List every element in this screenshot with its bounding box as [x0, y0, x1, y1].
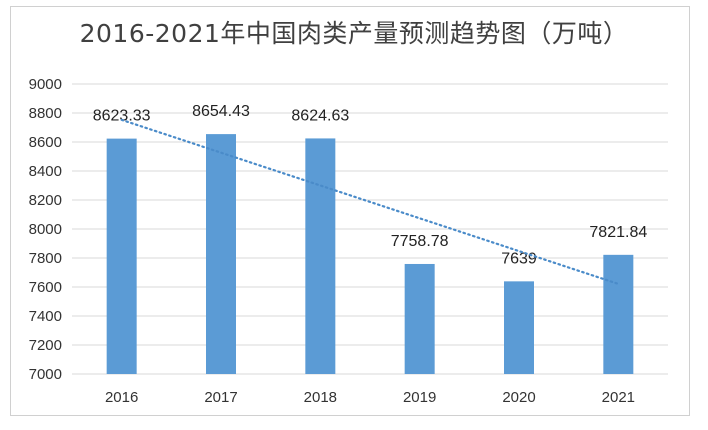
bar — [603, 254, 634, 374]
y-tick-label: 7000 — [29, 366, 62, 383]
x-tick-label: 2018 — [304, 389, 337, 406]
bar — [206, 134, 236, 374]
data-label: 8623.33 — [93, 108, 151, 125]
data-label: 7821.84 — [589, 224, 647, 241]
y-tick-label: 8600 — [29, 134, 62, 151]
y-tick-label: 7600 — [29, 279, 62, 296]
trendline — [120, 118, 620, 286]
x-tick-label: 2021 — [602, 389, 635, 406]
y-tick-label: 7400 — [29, 308, 62, 325]
y-tick-label: 8000 — [29, 221, 62, 238]
bar — [106, 138, 137, 374]
bar — [504, 281, 534, 374]
x-tick-label: 2020 — [502, 389, 535, 406]
bar — [404, 263, 435, 374]
x-tick-label: 2016 — [105, 389, 138, 406]
chart-title: 2016-2021年中国肉类产量预测趋势图（万吨） — [79, 19, 629, 48]
data-label: 7639 — [501, 250, 537, 267]
y-tick-label: 8400 — [29, 163, 62, 180]
bar — [305, 138, 336, 374]
y-tick-label: 7200 — [29, 337, 62, 354]
y-tick-label: 8800 — [29, 105, 62, 122]
x-tick-label: 2017 — [204, 389, 237, 406]
x-tick-label: 2019 — [403, 389, 436, 406]
y-tick-label: 7800 — [29, 250, 62, 267]
data-label: 8624.63 — [291, 107, 349, 124]
data-label: 7758.78 — [391, 233, 449, 250]
y-tick-label: 8200 — [29, 192, 62, 209]
data-label: 8654.43 — [192, 103, 250, 120]
y-tick-label: 9000 — [29, 76, 62, 93]
